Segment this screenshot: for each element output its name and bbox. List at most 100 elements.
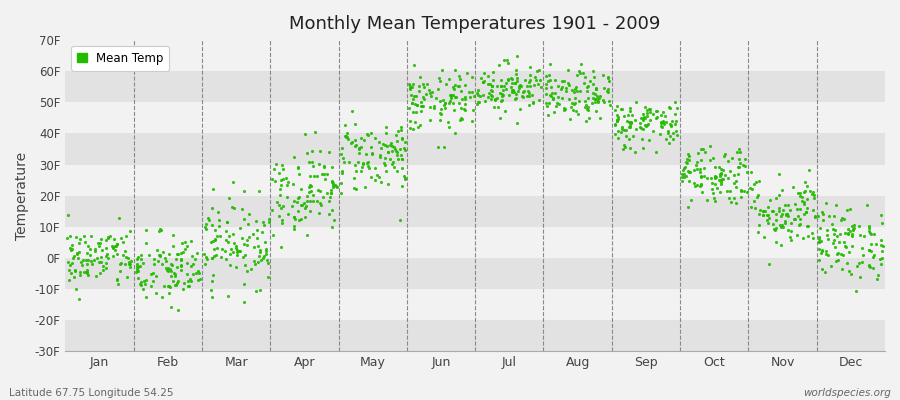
Point xyxy=(152,226,166,233)
Point xyxy=(242,234,256,240)
Point xyxy=(249,218,264,224)
Point xyxy=(483,96,498,102)
Point xyxy=(841,230,855,237)
Point xyxy=(378,155,392,162)
Point xyxy=(496,87,510,94)
Bar xyxy=(66,134,885,164)
Point xyxy=(207,246,221,252)
Point xyxy=(162,282,176,289)
Point xyxy=(130,264,145,270)
Point xyxy=(84,258,98,264)
Point xyxy=(406,126,420,132)
Point xyxy=(567,86,581,92)
Point xyxy=(392,146,407,152)
Point xyxy=(416,102,430,109)
Point xyxy=(610,103,625,110)
Point xyxy=(393,152,408,158)
Point xyxy=(539,85,554,91)
Point xyxy=(303,188,318,195)
Point xyxy=(319,176,333,182)
Point xyxy=(691,150,706,157)
Point xyxy=(429,95,444,102)
Point xyxy=(855,245,869,251)
Point xyxy=(412,88,427,94)
Point xyxy=(619,133,634,139)
Point xyxy=(827,237,842,244)
Point xyxy=(327,217,341,223)
Point xyxy=(452,100,466,106)
Point xyxy=(444,92,458,98)
Point xyxy=(160,267,175,273)
Point xyxy=(465,74,480,80)
Point xyxy=(855,252,869,258)
Point xyxy=(690,182,705,188)
Point xyxy=(580,88,594,94)
Point xyxy=(636,116,651,123)
Point xyxy=(866,264,880,271)
Point xyxy=(862,262,877,268)
Point xyxy=(437,104,452,111)
Point xyxy=(610,112,625,118)
Point xyxy=(846,226,860,232)
Point xyxy=(861,247,876,254)
Point xyxy=(161,265,176,271)
Point xyxy=(520,88,535,94)
Point xyxy=(68,274,82,280)
Point xyxy=(388,146,402,153)
Point xyxy=(609,116,624,123)
Point xyxy=(640,112,654,119)
Point xyxy=(694,173,708,179)
Point xyxy=(111,241,125,248)
Point xyxy=(855,259,869,266)
Point xyxy=(433,110,447,116)
Point xyxy=(510,120,525,126)
Point xyxy=(169,280,184,286)
Point xyxy=(827,230,842,237)
Point xyxy=(356,160,370,166)
Point xyxy=(354,144,368,150)
Point xyxy=(265,176,279,182)
Point xyxy=(680,160,695,166)
Point xyxy=(152,252,166,258)
Point xyxy=(326,182,340,188)
Point xyxy=(561,80,575,86)
Point xyxy=(297,130,311,137)
Point xyxy=(272,213,286,219)
Point xyxy=(841,259,855,266)
Point xyxy=(638,114,652,121)
Point xyxy=(815,211,830,217)
Point xyxy=(447,130,462,136)
Point xyxy=(597,85,611,91)
Point xyxy=(391,128,405,134)
Point xyxy=(839,244,853,250)
Point xyxy=(219,237,233,244)
Point xyxy=(183,276,197,282)
Point xyxy=(347,143,362,149)
Point xyxy=(261,216,275,222)
Point xyxy=(189,249,203,256)
Point xyxy=(184,278,198,285)
Point xyxy=(743,204,758,210)
Point xyxy=(716,176,730,182)
Point xyxy=(312,200,327,206)
Point xyxy=(843,271,858,278)
Point xyxy=(335,168,349,175)
Point xyxy=(64,270,78,276)
Point xyxy=(361,163,375,170)
Point xyxy=(413,122,428,128)
Point xyxy=(501,76,516,82)
Point xyxy=(565,87,580,93)
Point xyxy=(442,100,456,106)
Point xyxy=(532,67,546,74)
Point xyxy=(122,254,136,261)
Point xyxy=(230,247,245,253)
Point xyxy=(795,193,809,200)
Point xyxy=(572,110,586,117)
Point xyxy=(793,216,807,222)
Point xyxy=(714,179,728,186)
Point xyxy=(752,210,766,217)
Point xyxy=(368,134,382,141)
Point xyxy=(688,183,702,190)
Point xyxy=(852,232,867,238)
Point xyxy=(804,188,818,195)
